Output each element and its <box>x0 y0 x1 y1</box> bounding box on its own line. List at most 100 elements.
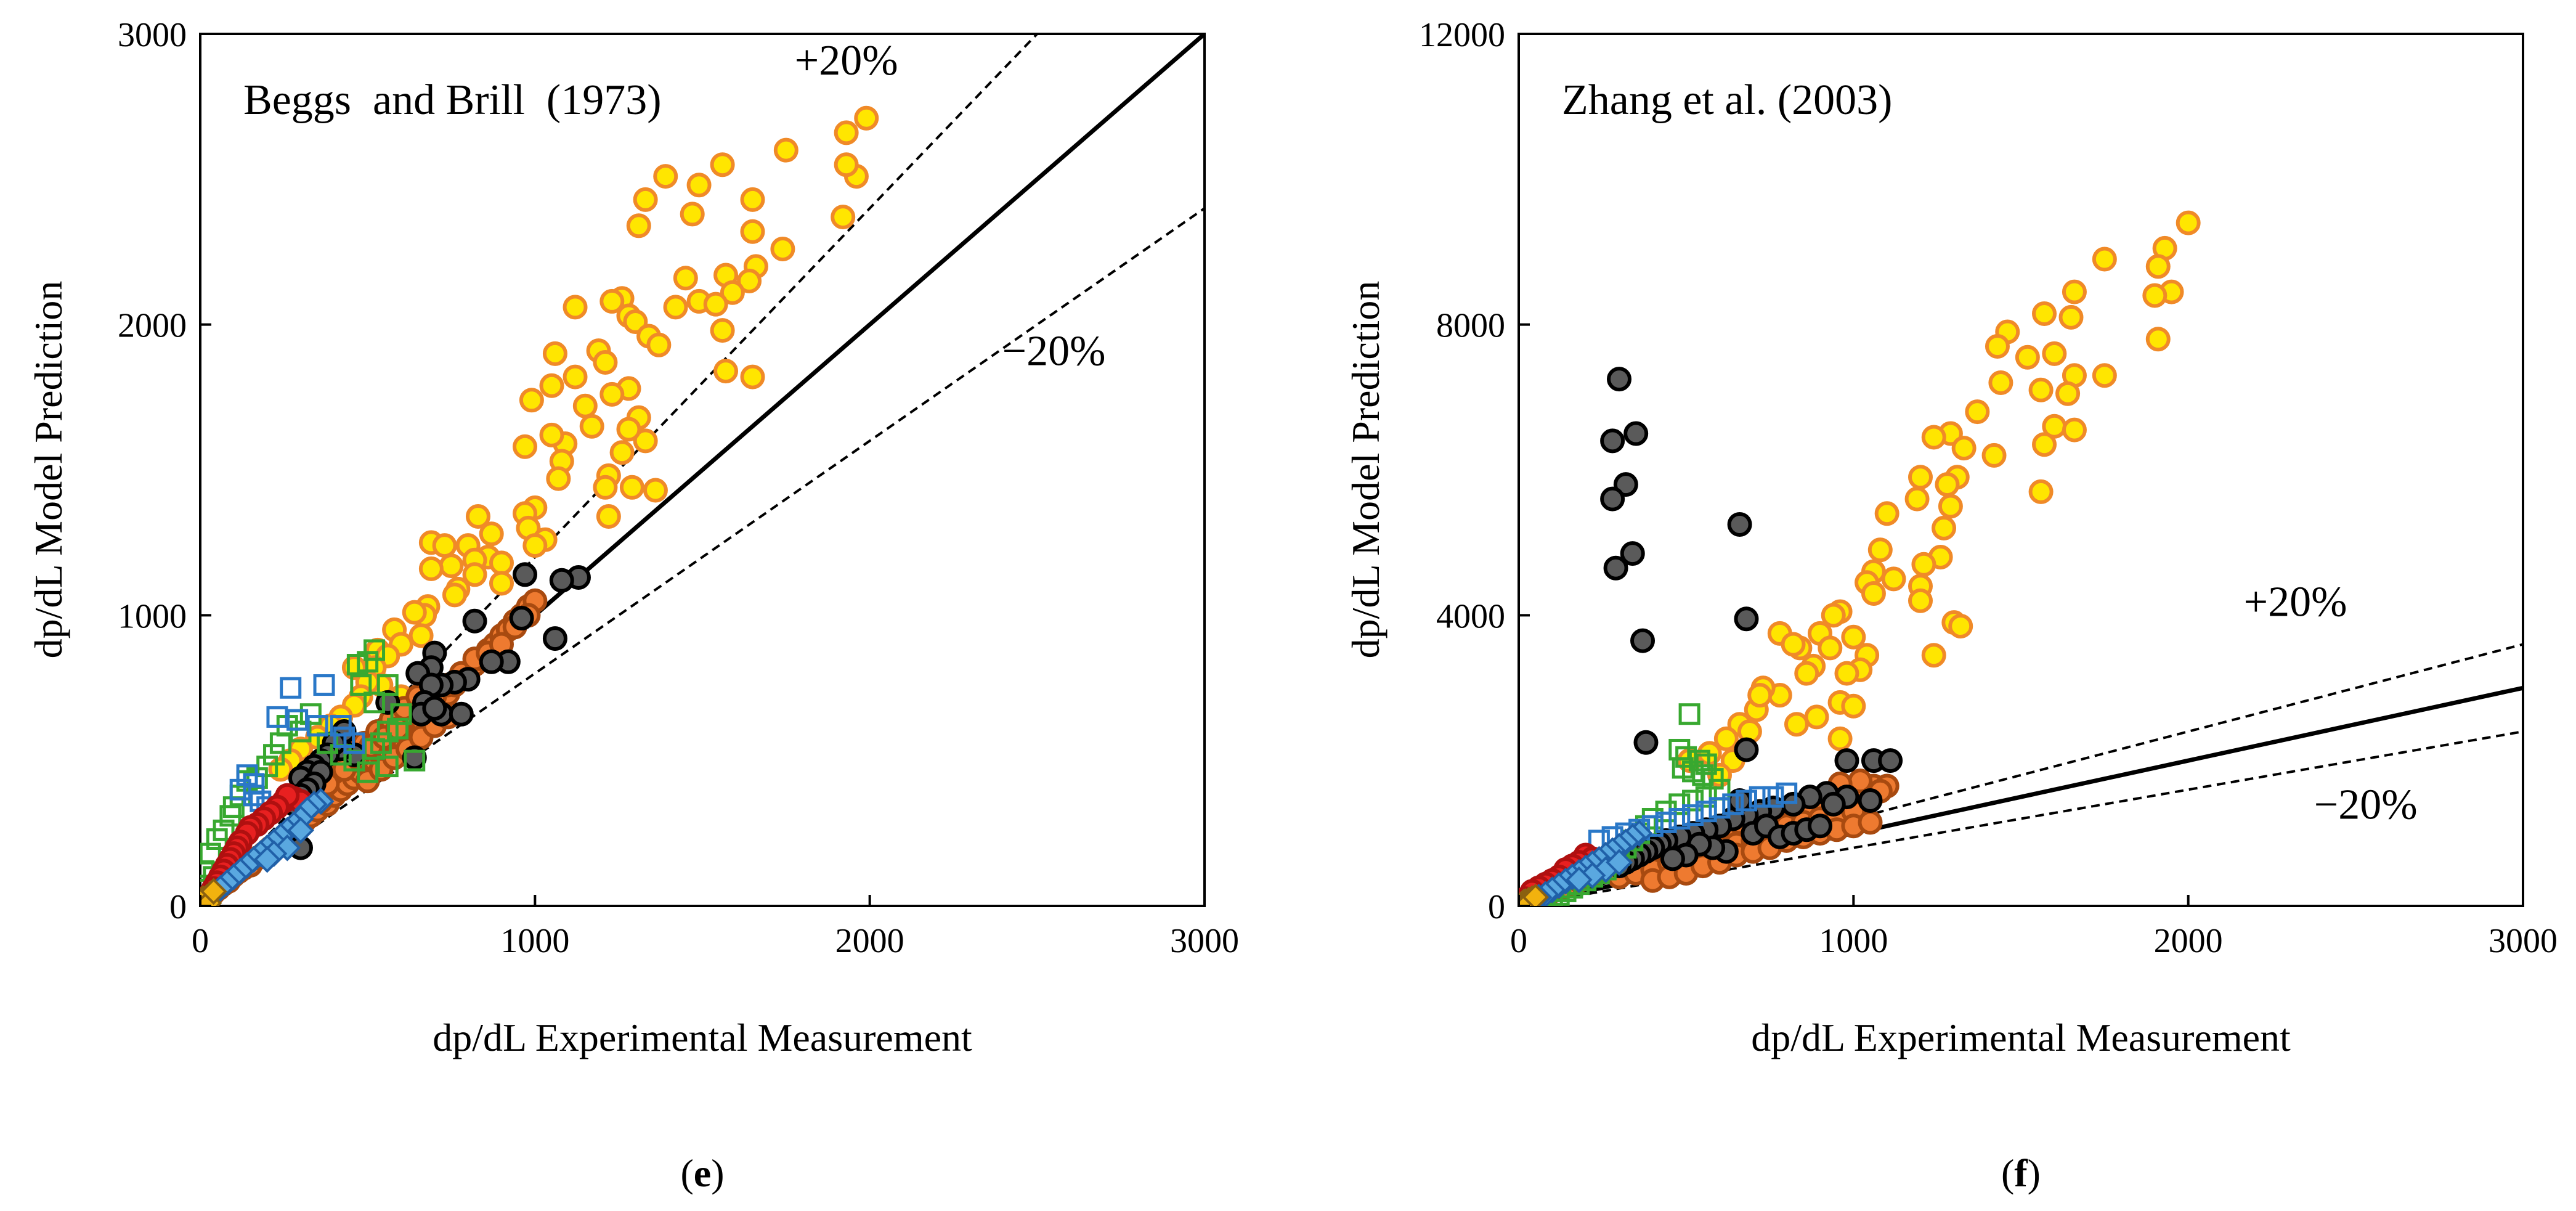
data-point <box>1660 846 1685 871</box>
axis-ticks: 0 1000 2000 3000 0 4000 8000 12000 <box>1419 16 2558 960</box>
data-point <box>330 715 352 737</box>
data-point <box>572 393 598 418</box>
data-point <box>1981 442 2007 468</box>
data-point <box>740 364 765 389</box>
data-point <box>2055 381 2081 406</box>
data-point <box>1620 541 1645 566</box>
data-point <box>2092 247 2117 272</box>
data-point <box>686 173 712 198</box>
data-point <box>1804 704 1829 730</box>
data-point <box>287 817 314 844</box>
data-point <box>1727 512 1752 537</box>
data-point <box>1606 849 1633 876</box>
data-point <box>2142 283 2168 308</box>
data-point <box>1655 811 1677 833</box>
data-point <box>593 349 618 375</box>
data-point <box>593 475 618 500</box>
data-point <box>1921 643 1946 668</box>
data-point <box>200 878 227 905</box>
data-point <box>1951 436 1977 461</box>
data-point <box>376 756 399 778</box>
data-point <box>1818 635 1843 661</box>
data-point <box>489 550 514 576</box>
data-point <box>1713 726 1739 751</box>
x-tick-label: 0 <box>1510 922 1527 960</box>
data-point <box>1749 786 1771 808</box>
y-axis-title: dp/dL Model Prediction <box>26 281 70 659</box>
data-point <box>364 691 386 714</box>
data-point <box>1668 793 1691 815</box>
data-point <box>1600 428 1625 454</box>
x-tick-label: 3000 <box>2489 922 2558 960</box>
data-point <box>2092 363 2117 388</box>
data-point <box>663 295 688 320</box>
data-point <box>432 533 457 558</box>
data-point <box>542 341 567 366</box>
data-point <box>2028 479 2054 504</box>
data-point <box>364 639 386 661</box>
data-point <box>740 187 765 212</box>
data-point <box>616 417 641 442</box>
data-point <box>1682 789 1704 812</box>
data-point <box>442 582 467 608</box>
x-tick-label: 2000 <box>835 922 904 960</box>
data-point <box>1630 628 1656 653</box>
data-point <box>1858 810 1883 835</box>
data-point <box>619 475 644 500</box>
data-point <box>623 309 648 334</box>
data-point <box>1709 797 1731 819</box>
panel-label-open: ( <box>680 1151 693 1195</box>
data-point <box>479 649 504 674</box>
x-tick-label: 0 <box>192 922 209 960</box>
data-point <box>1841 624 1866 650</box>
y-tick-label: 0 <box>1488 888 1505 926</box>
data-point <box>633 187 658 212</box>
data-point <box>1735 789 1757 812</box>
data-point <box>1874 501 1899 526</box>
data-point <box>1858 788 1883 813</box>
data-point <box>1688 749 1710 772</box>
band-lower-label: −20% <box>1002 328 1106 375</box>
data-point <box>2145 327 2171 352</box>
data-point <box>1921 425 1946 450</box>
data-point <box>1908 465 1933 490</box>
data-point <box>522 533 548 558</box>
series-gold-diamonds <box>200 878 227 906</box>
data-point <box>286 709 309 731</box>
data-point <box>1794 661 1819 686</box>
data-point <box>539 422 564 447</box>
y-axis-title: dp/dL Model Prediction <box>1344 281 1388 659</box>
panel-label-letter: e <box>694 1151 711 1195</box>
data-point <box>646 332 672 357</box>
data-point <box>1734 606 1759 632</box>
data-point <box>1904 486 1930 512</box>
data-point <box>1821 603 1846 628</box>
data-point <box>579 414 604 439</box>
data-point <box>1948 614 1973 639</box>
data-point <box>2145 254 2171 279</box>
data-point <box>599 381 625 407</box>
data-point <box>773 137 798 163</box>
data-point <box>408 623 434 648</box>
data-point <box>357 761 379 783</box>
data-point <box>1878 748 1903 773</box>
data-point <box>599 288 625 314</box>
data-point <box>703 292 728 317</box>
data-point <box>673 266 698 291</box>
y-tick-label: 4000 <box>1436 597 1505 635</box>
plot-title: Beggs and Brill (1973) <box>243 76 662 124</box>
data-point <box>229 778 251 801</box>
data-point <box>390 703 412 725</box>
data-point <box>243 785 265 807</box>
data-point <box>418 556 444 581</box>
data-point <box>1781 632 1806 657</box>
data-point <box>2015 345 2040 370</box>
data-points <box>200 105 879 906</box>
x-axis-title: dp/dL Experimental Measurement <box>433 1016 972 1059</box>
data-point <box>1722 793 1744 815</box>
data-point <box>1821 791 1846 817</box>
data-point <box>1908 588 1933 613</box>
data-point <box>1938 494 1963 519</box>
data-point <box>346 654 368 676</box>
